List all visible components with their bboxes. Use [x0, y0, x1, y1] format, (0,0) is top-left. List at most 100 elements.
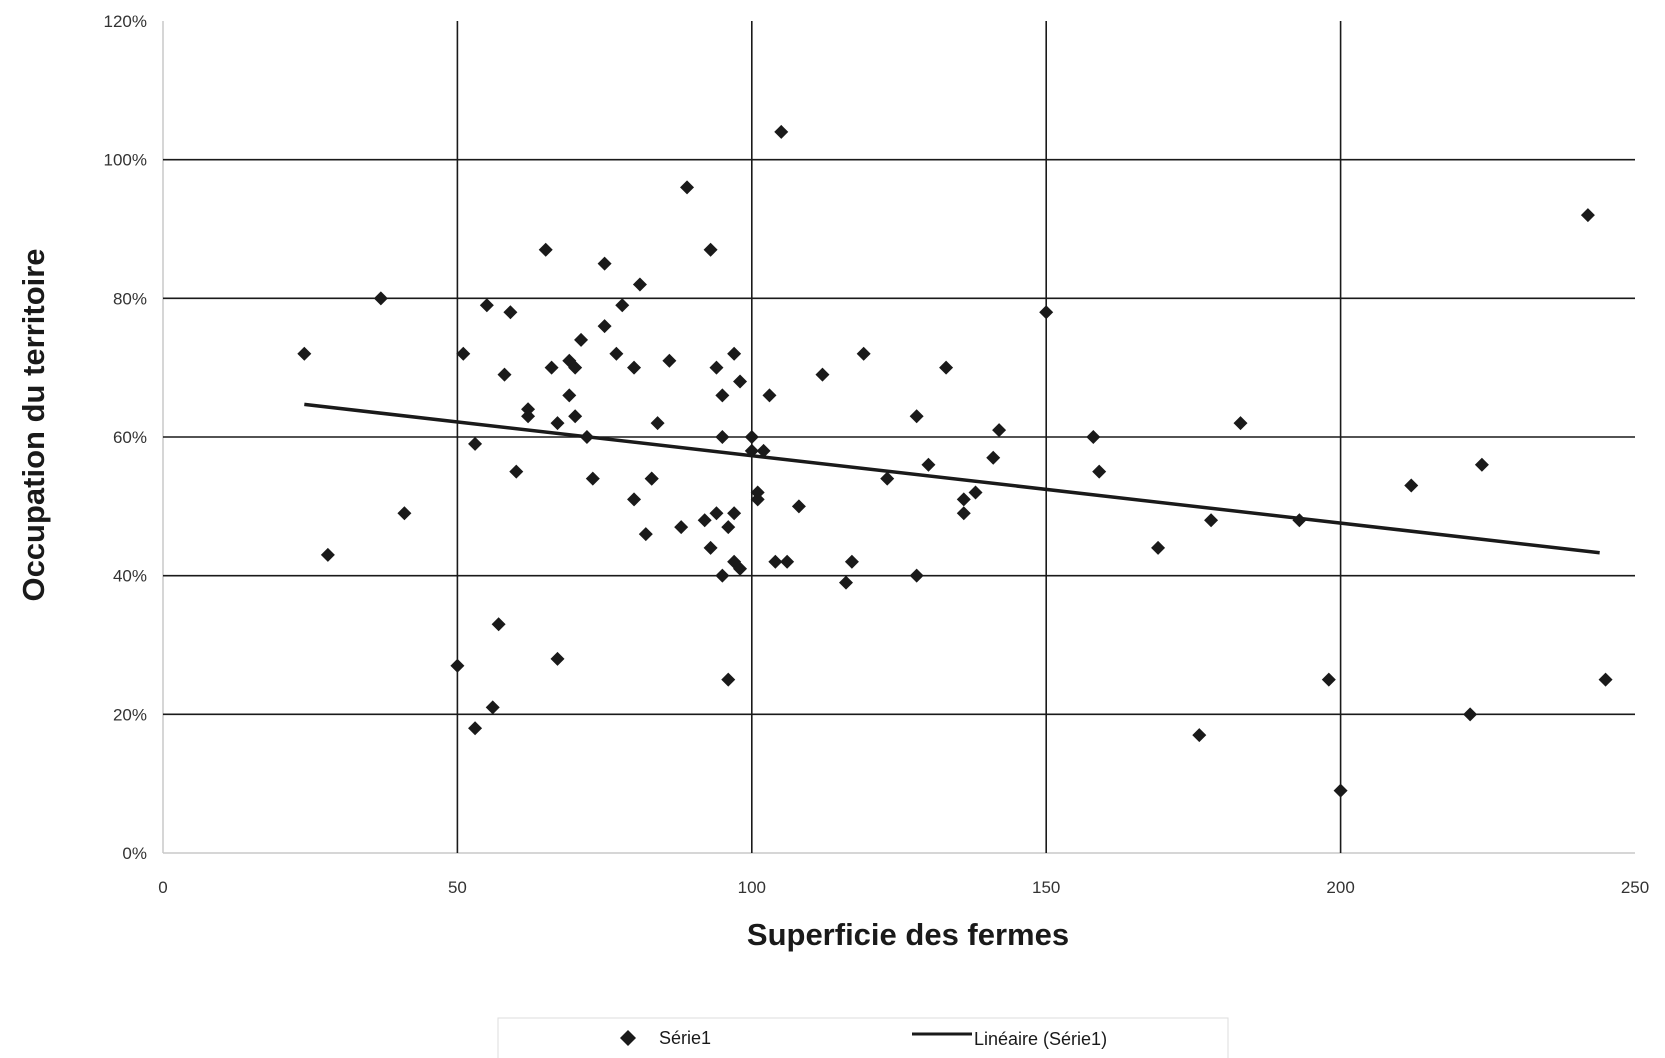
y-tick-label: 100% [104, 151, 147, 170]
data-point [939, 360, 954, 375]
data-point [844, 554, 859, 569]
data-point [992, 423, 1007, 438]
data-point [856, 346, 871, 361]
x-tick-label: 250 [1621, 878, 1649, 897]
gridlines [162, 21, 1635, 854]
data-points [297, 124, 1613, 798]
data-point [320, 547, 335, 562]
data-point [1204, 513, 1219, 528]
data-point [373, 291, 388, 306]
data-point [774, 124, 789, 139]
y-tick-label: 0% [122, 844, 147, 863]
data-point [703, 540, 718, 555]
data-point [815, 367, 830, 382]
x-tick-label: 0 [158, 878, 167, 897]
data-point [768, 554, 783, 569]
data-point [644, 471, 659, 486]
data-point [780, 554, 795, 569]
data-point [632, 277, 647, 292]
x-tick-label: 150 [1032, 878, 1060, 897]
data-point [727, 346, 742, 361]
x-tick-label: 200 [1326, 878, 1354, 897]
data-point [756, 443, 771, 458]
data-point [1192, 728, 1207, 743]
data-point [715, 388, 730, 403]
data-point [627, 360, 642, 375]
data-point [579, 430, 594, 444]
data-point [750, 492, 765, 507]
data-point [456, 346, 471, 361]
data-point [709, 506, 724, 521]
data-point [1321, 672, 1336, 687]
data-point [550, 651, 565, 666]
data-point [1333, 783, 1348, 798]
trendline [304, 402, 1600, 555]
data-point [1474, 457, 1489, 472]
data-point [297, 346, 312, 361]
data-point [397, 506, 412, 521]
data-point [1039, 305, 1054, 320]
data-point [968, 485, 983, 500]
legend-box [497, 1017, 1229, 1058]
data-point [638, 527, 653, 542]
legend-label-lineaire: Linéaire (Série1) [974, 1029, 1107, 1049]
data-point [479, 298, 494, 313]
data-point [715, 568, 730, 583]
data-point [627, 492, 642, 507]
data-point [1598, 672, 1613, 687]
data-point [709, 360, 724, 375]
data-point [568, 409, 583, 424]
data-point [485, 700, 500, 715]
data-point [680, 180, 695, 195]
data-point [1463, 707, 1478, 722]
data-point [791, 499, 806, 514]
data-point [544, 360, 559, 375]
data-point [509, 464, 524, 479]
x-tick-label: 50 [448, 878, 467, 897]
data-point [986, 450, 1001, 465]
data-point [909, 409, 924, 424]
data-point [697, 513, 712, 528]
data-point [550, 416, 565, 431]
data-point [1233, 416, 1248, 431]
data-point [1092, 464, 1107, 479]
data-point [733, 374, 748, 389]
data-point [921, 457, 936, 472]
data-point [650, 416, 665, 431]
data-point [839, 575, 854, 590]
data-point [521, 409, 536, 424]
y-tick-label: 120% [104, 12, 147, 31]
data-point [468, 721, 483, 736]
data-point [880, 471, 895, 486]
y-tick-label: 80% [113, 289, 147, 308]
data-point [956, 506, 971, 521]
data-point [597, 256, 612, 271]
data-point [450, 658, 465, 673]
data-point [674, 520, 689, 535]
data-point [574, 332, 589, 347]
trendline-layer [304, 402, 1600, 555]
y-axis-title: Occupation du territoire [16, 248, 51, 601]
data-point [538, 242, 553, 257]
data-point [562, 388, 577, 403]
legend-label-serie1: Série1 [659, 1028, 711, 1048]
data-point [568, 360, 583, 375]
data-point [468, 436, 483, 451]
x-axis-ticks: 0 50 100 150 200 250 [158, 878, 1649, 897]
data-point [727, 506, 742, 521]
data-point [703, 242, 718, 257]
data-point [609, 346, 624, 361]
data-point [1292, 513, 1307, 528]
data-point [1404, 478, 1419, 493]
x-axis-title: Superficie des fermes [747, 917, 1069, 952]
data-point [909, 568, 924, 583]
data-point [585, 471, 600, 486]
legend-marker-diamond [620, 1030, 636, 1046]
data-point [956, 492, 971, 507]
y-tick-label: 20% [113, 705, 147, 724]
legend: Série1 Linéaire (Série1) [497, 1017, 1229, 1058]
data-point [1580, 208, 1595, 223]
data-point [733, 561, 748, 576]
data-point [744, 430, 759, 444]
